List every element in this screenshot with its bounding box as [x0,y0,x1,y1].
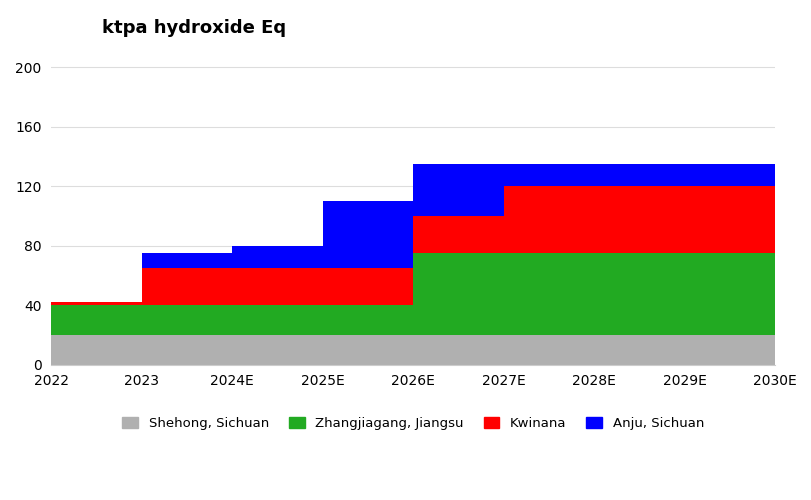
Legend: Shehong, Sichuan, Zhangjiagang, Jiangsu, Kwinana, Anju, Sichuan: Shehong, Sichuan, Zhangjiagang, Jiangsu,… [117,412,708,436]
Text: ktpa hydroxide Eq: ktpa hydroxide Eq [101,18,285,36]
